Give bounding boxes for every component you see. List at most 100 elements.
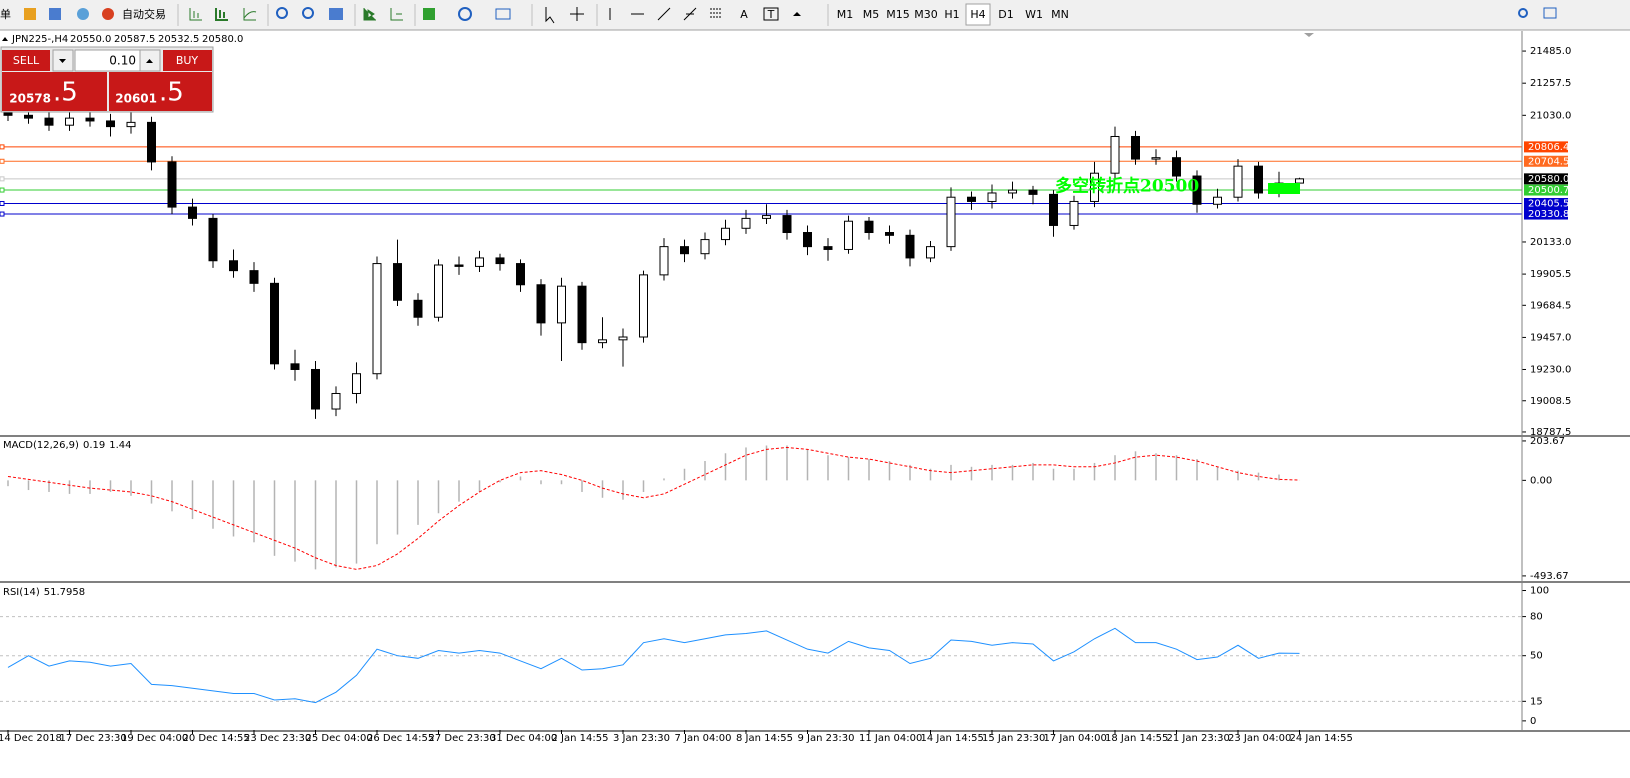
candle-body [249,270,259,284]
timeframe[interactable]: M1 [837,8,854,21]
toolbar-bg [0,0,1630,30]
x-tick-label: 14 Jan 14:55 [921,733,984,744]
line-handle [0,211,5,217]
ask-box[interactable] [109,72,212,111]
toolbar-item[interactable]: 自动交易 [122,7,166,21]
candle-body [823,246,833,250]
indicator-label: MACD(12,26,9) 0.19 1.44 [3,440,131,451]
candle-body [311,368,320,410]
timeframe[interactable]: M30 [914,8,938,21]
y-tick-label: 203.67 [1530,436,1565,447]
timeframe[interactable]: M15 [886,8,910,21]
timeframe[interactable]: H4 [970,8,985,21]
price-label-box [1524,208,1568,220]
candle-body [1049,193,1058,226]
zoom-out[interactable] [302,7,314,19]
candle-body [44,117,54,126]
indicator-value: 0.19 [83,440,105,451]
candle-body [536,284,546,324]
timeframe[interactable]: M5 [863,8,880,21]
icon[interactable] [215,8,228,21]
buy-label[interactable]: BUY [176,54,199,67]
candle-body [290,363,300,370]
x-tick-label: 23 Jan 04:00 [1228,733,1291,744]
candle-body [782,215,792,234]
candle-body [1172,157,1181,177]
candle-body [1233,165,1243,198]
periods[interactable] [458,7,472,21]
icon[interactable] [77,8,89,20]
messages[interactable] [1543,7,1557,19]
channel[interactable] [683,7,697,21]
y-tick-label: -493.67 [1530,571,1569,582]
tool-text[interactable]: A [740,8,748,21]
candle-body [1090,172,1099,202]
buy-button[interactable] [163,50,212,71]
x-tick-label: 9 Jan 23:30 [798,733,855,744]
x-tick-label: 17 Dec 23:30 [60,733,127,744]
ohlc: 20550.0 [70,34,111,45]
icon[interactable] [24,8,36,20]
fibo[interactable] [710,8,722,18]
candle-body [167,161,177,208]
cursor[interactable] [545,7,555,24]
timeframe[interactable]: MN [1051,8,1069,21]
search[interactable] [1518,8,1528,18]
toolbar-item[interactable]: 单 [0,8,11,21]
x-tick-label: 11 Jan 04:00 [859,733,922,744]
timeframe[interactable]: H1 [944,8,959,21]
x-tick-label: 14 Dec 2018 [0,733,62,744]
bid-box[interactable] [2,72,107,111]
candle-body [1192,175,1202,205]
y-tick-label: 21030.0 [1530,110,1571,121]
candle-body [352,373,361,394]
sell-label[interactable]: SELL [13,54,40,67]
label-box [763,7,779,21]
tool-text[interactable]: T [767,8,775,21]
price-label: 20806.4 [1528,142,1569,153]
crosshair[interactable] [570,7,584,21]
ohlc: 20587.5 [114,34,155,45]
candle-body [639,274,648,338]
ohlc: 20532.5 [158,34,199,45]
candle-body [803,232,812,248]
arrows[interactable] [793,12,801,16]
line-handle [0,144,5,150]
icon[interactable] [243,8,257,21]
candle-body [454,264,464,267]
icon[interactable] [49,8,61,20]
icon[interactable] [102,8,114,20]
x-tick-label: 31 Dec 04:00 [490,733,557,744]
icon[interactable] [390,8,403,21]
y-tick-label: 15 [1530,696,1543,707]
candle-body [65,117,74,126]
candle-body [229,260,238,272]
x-tick-label: 20 Dec 14:55 [183,733,250,744]
sell-button[interactable] [2,50,50,71]
zoom-in[interactable] [276,7,288,19]
ask-small: .5 [159,78,184,108]
icon[interactable] [363,8,376,21]
indicator-label: RSI(14) 51.7958 [3,587,85,598]
candle-body [844,220,853,250]
up-arrow [146,59,153,63]
indicators[interactable] [423,8,435,20]
candle-body [967,196,976,202]
icon[interactable] [189,8,202,21]
candle-body [372,263,382,375]
signal-line [7,446,1300,570]
toolbar: 单 自动交易 A T M1 M5 M15 M30 H1 H4 D1 W1 MN [0,0,1630,31]
y-tick-label: 0 [1530,716,1536,727]
trendline[interactable] [657,7,671,21]
templates[interactable] [495,8,511,20]
line-handle [0,200,5,206]
timeframe[interactable]: W1 [1025,8,1043,21]
candle-body [741,217,751,229]
timeframe[interactable]: D1 [998,8,1013,21]
tile[interactable] [329,8,343,20]
candle-body [1151,157,1161,160]
y-tick-label: 19684.5 [1530,300,1571,311]
x-tick-label: 26 Dec 14:55 [367,733,434,744]
price-label-box [1524,173,1568,185]
